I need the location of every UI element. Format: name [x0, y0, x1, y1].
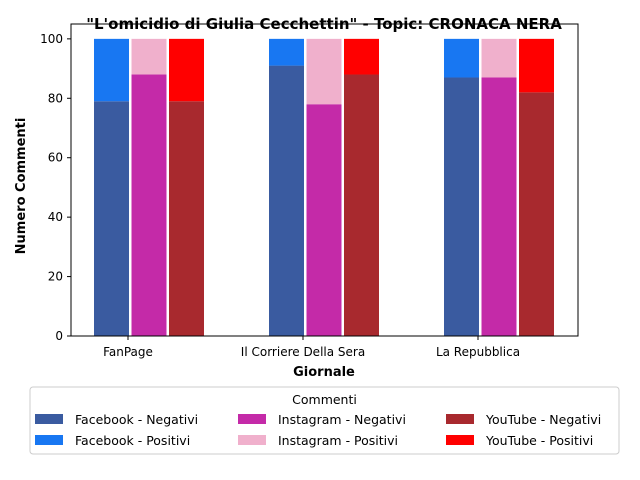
y-axis-label: Numero Commenti	[14, 118, 29, 255]
x-tick-label-fanpage: FanPage	[103, 345, 153, 359]
legend-swatch-instagram-positivi	[238, 435, 266, 445]
y-tick-label: 60	[48, 151, 63, 165]
y-tick-label: 20	[48, 270, 63, 284]
bar-instagram-negativi-il-corriere-della-sera	[306, 104, 342, 336]
legend-swatch-facebook-positivi	[35, 435, 63, 445]
bar-instagram-negativi-fanpage	[131, 74, 167, 336]
legend-label-youtube-negativi: YouTube - Negativi	[485, 412, 601, 427]
y-tick-label: 40	[48, 210, 63, 224]
y-axis: 0 20 40 60 80 100	[40, 32, 71, 343]
legend-label-youtube-positivi: YouTube - Positivi	[485, 433, 593, 448]
legend-swatch-facebook-negativi	[35, 414, 63, 424]
bar-facebook-negativi-la-repubblica	[444, 77, 479, 336]
legend-label-facebook-negativi: Facebook - Negativi	[75, 412, 198, 427]
bar-youtube-negativi-la-repubblica	[519, 92, 554, 336]
legend-title: Commenti	[292, 392, 357, 407]
y-tick-label: 0	[55, 329, 63, 343]
x-axis-label: Giornale	[293, 365, 355, 380]
plot-frame	[70, 23, 579, 337]
legend-swatch-youtube-positivi	[446, 435, 474, 445]
x-tick-label-il-corriere-della-sera: Il Corriere Della Sera	[241, 345, 365, 359]
legend-label-instagram-positivi: Instagram - Positivi	[278, 433, 398, 448]
bar-facebook-negativi-il-corriere-della-sera	[269, 65, 304, 336]
x-axis: FanPage Il Corriere Della Sera La Repubbli…	[103, 336, 520, 359]
bar-facebook-positivi-fanpage	[94, 38, 129, 102]
legend-swatch-instagram-negativi	[238, 414, 266, 424]
bar-youtube-positivi-il-corriere-della-sera	[344, 38, 379, 75]
bar-instagram-positivi-fanpage	[131, 38, 167, 75]
bar-youtube-positivi-fanpage	[169, 38, 204, 102]
legend-label-facebook-positivi: Facebook - Positivi	[75, 433, 190, 448]
legend-label-instagram-negativi: Instagram - Negativi	[278, 412, 406, 427]
bar-youtube-positivi-la-repubblica	[519, 38, 554, 93]
bar-youtube-negativi-il-corriere-della-sera	[344, 74, 379, 336]
bar-facebook-negativi-fanpage	[94, 101, 129, 336]
bar-facebook-positivi-il-corriere-della-sera	[269, 38, 304, 66]
legend-swatch-youtube-negativi	[446, 414, 474, 424]
x-tick-label-la-repubblica: La Repubblica	[436, 345, 520, 359]
bars-group	[94, 38, 554, 336]
bar-instagram-negativi-la-repubblica	[481, 77, 517, 336]
legend-items: Facebook - Negativi Facebook - Positivi In…	[35, 412, 601, 448]
bar-instagram-positivi-il-corriere-della-sera	[306, 38, 342, 105]
legend: Commenti Facebook - Negativi Facebook - P…	[29, 386, 620, 455]
y-tick-label: 80	[48, 91, 63, 105]
bar-facebook-positivi-la-repubblica	[444, 38, 479, 78]
bar-instagram-positivi-la-repubblica	[481, 38, 517, 78]
bar-youtube-negativi-fanpage	[169, 101, 204, 336]
y-tick-label: 100	[40, 32, 63, 46]
